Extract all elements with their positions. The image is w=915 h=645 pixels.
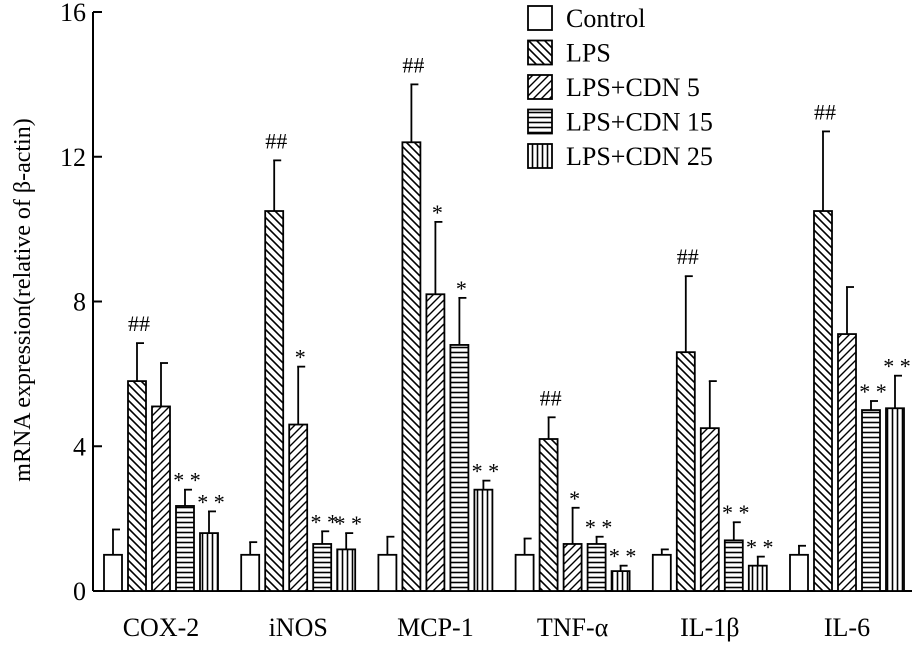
significance-label: ## (677, 244, 699, 269)
bar-il-1-lps-cdn-5 (699, 427, 720, 592)
y-tick-label: 4 (73, 432, 86, 461)
category-label: IL-6 (824, 613, 870, 642)
bar-inos-lps (264, 210, 285, 592)
bar-inos-lps-cdn-5 (288, 423, 309, 592)
legend-swatch-control (527, 5, 553, 31)
bar-cox-2-lps-cdn-5 (151, 405, 171, 592)
significance-label: * (456, 276, 467, 301)
legend-label: LPS+CDN 25 (566, 142, 713, 171)
significance-label: ## (402, 52, 424, 77)
category-label: COX-2 (123, 613, 200, 642)
category-labels: COX-2 iNOS MCP-1 TNF-α IL-1β IL-6 (123, 613, 870, 642)
bar-il-1-lps (675, 351, 696, 592)
significance-label: * * (310, 509, 338, 534)
significance-label: * * (609, 544, 637, 569)
significance-label: ## (540, 385, 562, 410)
bar-mcp-1-lps-cdn-25 (473, 488, 494, 592)
significance-label: ## (265, 128, 287, 153)
significance-label: * * (585, 515, 613, 540)
bar-cox-2-lps (127, 380, 147, 592)
y-tick-label: 16 (60, 0, 86, 27)
significance-label: * (295, 345, 306, 370)
bar-tnf-lps-cdn-5 (562, 543, 583, 592)
bar-inos-lps-cdn-15 (312, 543, 333, 592)
significance-label: * * (746, 535, 774, 560)
significance-label: * * (173, 468, 201, 493)
bar-il-1-lps-cdn-25 (747, 564, 768, 592)
legend-label: Control (566, 4, 645, 33)
legend-swatch-lps (527, 39, 553, 66)
bar-il-1-lps-cdn-15 (723, 539, 744, 592)
bar-tnf-lps (538, 438, 559, 592)
significance-label: * * (197, 489, 225, 514)
y-tick-label: 0 (73, 577, 86, 606)
bar-cox-2-control (103, 553, 123, 592)
bar-tnf-lps-cdn-15 (586, 543, 607, 592)
legend-swatch-lps-cdn-25 (527, 143, 553, 169)
bar-il-6-lps-cdn-25 (885, 407, 905, 592)
bar-cox-2-lps-cdn-25 (199, 532, 219, 592)
bar-inos-lps-cdn-25 (336, 548, 357, 592)
significance-label: ## (128, 311, 150, 336)
bar-il-6-control (789, 553, 809, 592)
significance-label: * (432, 200, 443, 225)
significance-label: * (569, 486, 580, 511)
category-label: IL-1β (680, 613, 739, 642)
bar-mcp-1-lps (401, 141, 422, 592)
bar-cox-2-lps-cdn-15 (175, 505, 195, 592)
bar-inos-control (240, 553, 261, 592)
y-axis-label: mRNA expression(relative of β-actin) (10, 118, 36, 481)
y-ticks: 0 4 8 12 16 (60, 0, 102, 606)
significance-label: * * (859, 379, 887, 404)
y-tick-label: 12 (60, 143, 86, 172)
bar-mcp-1-lps-cdn-5 (425, 293, 446, 592)
bar-il-6-lps-cdn-5 (837, 333, 857, 592)
significance-label: * * (722, 500, 750, 525)
legend-swatch-lps-cdn-5 (527, 74, 553, 100)
significance-label: ## (814, 99, 836, 124)
category-label: TNF-α (537, 613, 609, 642)
bar-mcp-1-lps-cdn-15 (449, 344, 470, 592)
legend-label: LPS+CDN 15 (566, 108, 713, 137)
significance-label: * * (472, 459, 500, 484)
category-label: MCP-1 (397, 613, 474, 642)
bar-il-6-lps (813, 210, 833, 592)
bar-il-1-control (651, 553, 672, 592)
legend-swatch-lps-cdn-15 (527, 108, 553, 135)
bar-tnf-lps-cdn-25 (610, 570, 631, 592)
y-tick-label: 8 (73, 288, 86, 317)
legend-label: LPS (566, 39, 611, 68)
bars-group: ##* ** *##** ** *##*** *##** ** *##* ** … (103, 52, 911, 592)
significance-label: * * (334, 511, 362, 536)
legend-label: LPS+CDN 5 (566, 73, 700, 102)
bar-il-6-lps-cdn-15 (861, 409, 881, 592)
bar-mcp-1-control (377, 553, 398, 592)
category-label: iNOS (269, 613, 328, 642)
significance-label: * * (883, 354, 911, 379)
bar-tnf-control (514, 553, 535, 592)
legend: Control LPS LPS+CDN 5 LPS+CDN 15 LPS+CDN 25 (527, 4, 713, 171)
